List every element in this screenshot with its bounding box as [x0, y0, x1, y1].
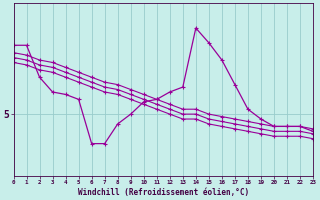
X-axis label: Windchill (Refroidissement éolien,°C): Windchill (Refroidissement éolien,°C) — [78, 188, 249, 197]
